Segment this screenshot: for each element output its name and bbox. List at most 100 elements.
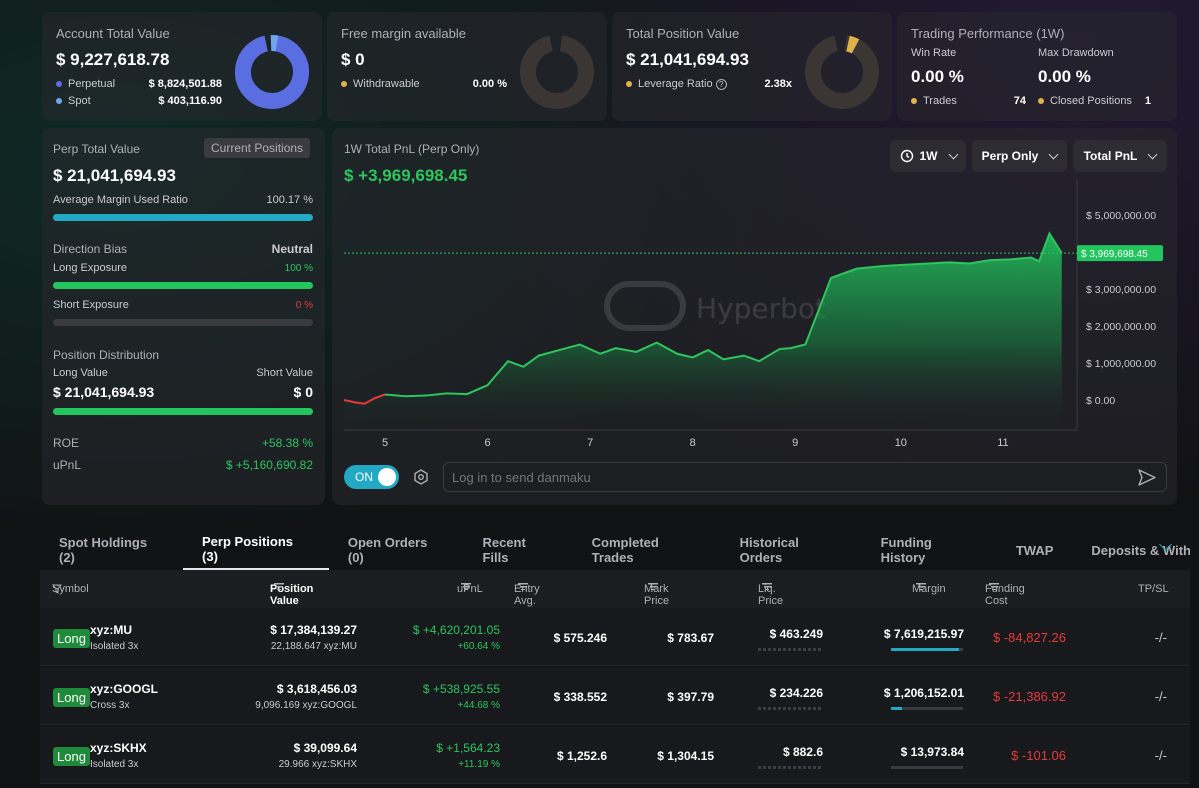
withdrawable-value: 0.00 % (472, 78, 507, 90)
row-symbol[interactable]: xyz:GOOGL (90, 682, 159, 696)
row-upnl-pct: +44.68 % (457, 700, 500, 711)
row-entry: $ 338.552 (553, 690, 607, 704)
direction-bias-row: Direction Bias Neutral (53, 242, 313, 256)
pnl-area-fill (344, 233, 1062, 430)
row-mark: $ 397.79 (667, 690, 714, 704)
current-positions-tab[interactable]: Current Positions (204, 138, 311, 158)
free-margin-donut-chart (520, 35, 594, 109)
tab-historical-orders[interactable]: Historical Orders (739, 535, 799, 565)
liq-distance-indicator (758, 648, 822, 651)
row-symbol[interactable]: xyz:SKHX (90, 741, 147, 755)
spot-label: Spot (68, 95, 91, 107)
long-exposure-bar (53, 282, 313, 289)
danmaku-input[interactable] (452, 468, 1132, 486)
tab-spot-holdings[interactable]: Spot Holdings (2) (59, 535, 148, 565)
short-exposure-bar (53, 319, 313, 326)
pnl-negative-line (343, 393, 386, 405)
hyperbot-watermark: Hyperbot (604, 281, 826, 331)
tab-twap[interactable]: TWAP (1015, 542, 1054, 558)
position-value-card: Total Position Value $ 21,041,694.93 Lev… (612, 12, 892, 121)
row-upnl-pct: +60.64 % (457, 641, 500, 652)
row-size: 9,096.169 xyz:GOOGL (255, 700, 357, 711)
short-value-label: Short Value (256, 367, 313, 379)
row-tpsl[interactable]: -/- (1154, 689, 1167, 704)
position-distribution-label: Position Distribution (53, 348, 160, 362)
metric-dropdown[interactable]: Total PnL (1073, 140, 1167, 172)
leverage-row: Leverage Ratio ? 2.38x (626, 78, 792, 90)
closed-dot-icon (1038, 98, 1044, 105)
perpetual-row: Perpetual $ 8,824,501.88 (56, 78, 222, 90)
sort-icon (461, 583, 471, 590)
chevron-down-icon (1147, 149, 1158, 159)
row-margin: $ 1,206,152.01 (883, 686, 964, 700)
perp-total-value: $ 21,041,694.93 (53, 166, 176, 185)
margin-bar (891, 648, 963, 651)
position-donut-chart (805, 35, 879, 109)
row-entry: $ 575.246 (553, 631, 607, 645)
row-position-value: $ 3,618,456.03 (276, 682, 357, 696)
margin-ratio-value: 100.17 % (266, 194, 313, 206)
roe-label: ROE (53, 436, 80, 450)
account-total-value: $ 9,227,618.78 (56, 50, 170, 69)
help-circle-icon[interactable]: ? (715, 79, 727, 90)
short-exposure-row: Short Exposure 0 % (53, 299, 313, 311)
x-tick-label: 6 (485, 437, 491, 449)
table-row[interactable]: Long xyz:GOOGL Cross 3x $ 3,618,456.03 9… (40, 667, 1190, 725)
long-exposure-row: Long Exposure 100 % (53, 262, 313, 274)
trades-dot-icon (911, 98, 917, 105)
max-drawdown-label: Max Drawdown (1038, 47, 1114, 59)
row-liq: $ 882.6 (782, 745, 823, 759)
row-mode: Isolated 3x (90, 641, 139, 652)
position-value-amount: $ 21,041,694.93 (626, 50, 749, 69)
win-rate-value: 0.00 % (911, 67, 964, 86)
withdrawable-row: Withdrawable 0.00 % (341, 78, 507, 90)
value-amounts-row: $ 21,041,694.93 $ 0 (53, 384, 313, 400)
table-row[interactable]: Long xyz:MU Isolated 3x $ 17,384,139.27 … (40, 608, 1190, 666)
withdrawable-label: Withdrawable (353, 78, 420, 90)
watermark-text: Hyperbot (696, 292, 826, 325)
send-icon[interactable] (1138, 469, 1156, 486)
leverage-label: Leverage Ratio (638, 78, 713, 90)
y-tick-label: $ 2,000,000.00 (1086, 321, 1156, 333)
header-symbol[interactable]: Symbol (52, 583, 89, 595)
closed-positions-row: Closed Positions 1 (1038, 95, 1151, 107)
position-value-title: Total Position Value (626, 26, 740, 41)
funnel-filter-icon (52, 584, 62, 594)
table-row[interactable]: Long xyz:SKHX Isolated 3x $ 39,099.64 29… (40, 726, 1190, 784)
direction-bias-value: Neutral (271, 242, 313, 256)
y-tick-label: $ 0.00 (1086, 395, 1115, 407)
trades-row: Trades 74 (911, 95, 1026, 107)
header-symbol-label: Symbol (52, 583, 89, 595)
row-tpsl[interactable]: -/- (1154, 630, 1167, 645)
perpetual-label: Perpetual (68, 78, 116, 90)
tab-perp-positions[interactable]: Perp Positions (3) (183, 530, 329, 570)
row-tpsl[interactable]: -/- (1154, 748, 1167, 763)
settings-hexagon-icon[interactable] (412, 468, 430, 486)
spot-row: Spot $ 403,116.90 (56, 95, 222, 107)
danmaku-toggle[interactable]: ON (344, 465, 399, 489)
row-mark: $ 1,304.15 (657, 749, 714, 763)
tab-funding-history[interactable]: Funding History (880, 535, 932, 565)
tab-completed-trades[interactable]: Completed Trades (591, 535, 659, 565)
period-dropdown-label: 1W (919, 149, 938, 163)
tab-open-orders[interactable]: Open Orders (0) (347, 535, 428, 565)
y-tick-label: $ 3,000,000.00 (1086, 284, 1156, 296)
tab-deposits-withdraw[interactable]: Deposits & Withdraw (1091, 542, 1190, 558)
period-dropdown[interactable]: 1W (890, 140, 966, 172)
liq-distance-indicator (758, 766, 822, 769)
row-symbol[interactable]: xyz:MU (90, 623, 133, 637)
row-size: 29.966 xyz:SKHX (278, 759, 357, 770)
toggle-knob (378, 468, 396, 486)
row-margin: $ 13,973.84 (900, 745, 964, 759)
long-value-amount: $ 21,041,694.93 (53, 384, 155, 400)
performance-title: Trading Performance (1W) (911, 26, 1065, 41)
tab-recent-fills[interactable]: Recent Fills (482, 535, 526, 565)
row-upnl: $ +1,564.23 (436, 741, 500, 755)
pnl-positive-line (384, 231, 1063, 398)
scope-dropdown[interactable]: Perp Only (972, 140, 1067, 172)
trades-label: Trades (923, 95, 957, 107)
row-size: 22,188.647 xyz:MU (270, 641, 357, 652)
row-mode: Cross 3x (90, 700, 130, 711)
positions-tabs: Spot Holdings (2) Perp Positions (3) Ope… (40, 530, 1190, 570)
sort-icon (989, 583, 999, 590)
